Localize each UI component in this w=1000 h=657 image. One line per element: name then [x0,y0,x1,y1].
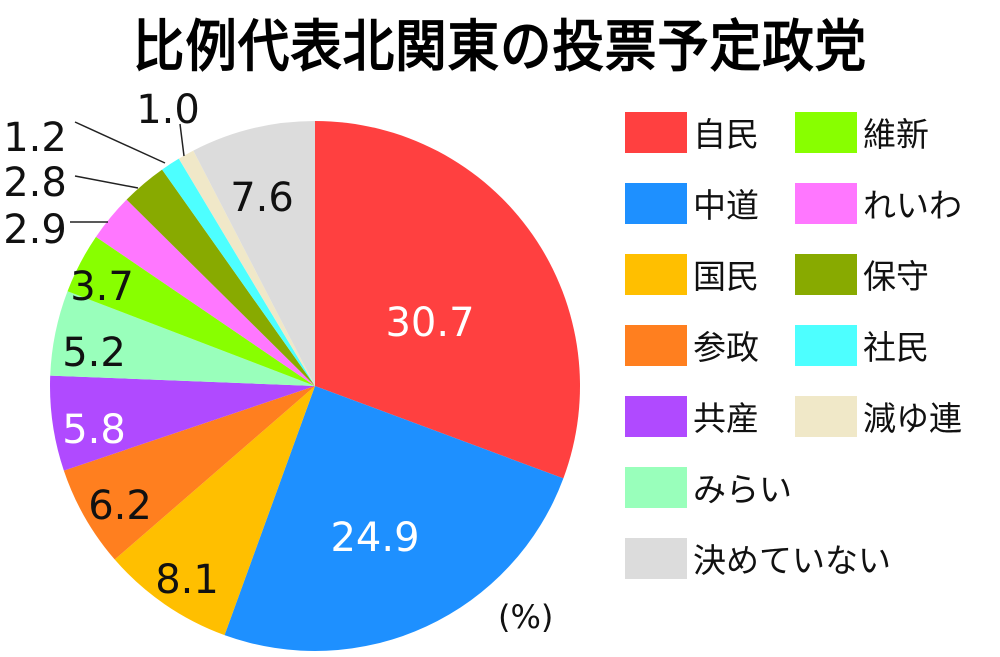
slice-value-label: 30.7 [385,300,474,346]
slice-value-label: 5.2 [62,330,126,376]
legend-swatch [795,253,857,295]
legend-swatch [795,395,857,437]
pie-slice-7 [95,199,315,386]
legend-swatch [625,182,687,224]
callout-lines [70,121,185,223]
legend-item: れいわ [795,181,962,225]
callout-line [179,123,185,157]
pie-slice-8 [126,169,316,386]
pie-slice-10 [178,150,315,386]
callout-value-label: 1.0 [136,87,200,133]
slice-value-label: 3.7 [70,264,134,310]
slice-value-label: 6.2 [88,483,152,529]
legend-label: 維新 [863,115,929,154]
legend-label: れいわ [863,186,962,225]
chart-title: 比例代表北関東の投票予定政党 [132,15,868,80]
slice-value-label: 7.6 [230,175,294,221]
pie-slice-5 [50,291,316,386]
slice-value-label: 5.8 [62,407,126,453]
legend-item: 共産 [625,394,759,438]
legend-swatch [795,324,857,366]
pie-slice-4 [49,375,315,471]
callout-value-label: 1.2 [3,115,67,161]
legend-item: 国民 [625,252,759,296]
callout-value-label: 2.8 [3,160,67,206]
legend-item: 自民 [625,110,759,154]
legend-item: 減ゆ連 [795,394,962,438]
callout-value-label: 2.9 [3,207,67,253]
pie-slice-1 [224,386,564,651]
legend-item: 決めていない [625,536,891,580]
slice-value-label: 8.1 [155,557,219,603]
pie-slice-0 [315,121,580,479]
legend-label: 自民 [693,115,759,154]
legend-item: 社民 [795,323,929,367]
legend-label: 中道 [693,186,759,225]
legend-swatch [625,324,687,366]
legend-item: みらい [625,465,792,509]
legend-label: 参政 [693,328,759,367]
pie-slice-2 [114,386,315,636]
pie-slices [49,121,580,651]
pie-slice-11 [193,121,315,386]
slice-value-label: 24.9 [330,515,419,561]
legend-label: 社民 [863,328,929,367]
pie-slice-3 [63,386,315,560]
legend-swatch [795,182,857,224]
legend-swatch [625,253,687,295]
legend-label: 共産 [693,399,759,438]
legend-label: みらい [693,470,792,509]
legend-swatch [625,466,687,508]
pie-slice-6 [67,236,315,386]
legend-item: 中道 [625,181,759,225]
legend-item: 維新 [795,110,929,154]
legend-label: 保守 [863,257,929,296]
legend-label: 減ゆ連 [863,399,962,438]
legend-label: 決めていない [693,541,891,580]
callout-line [74,175,139,189]
legend-item: 参政 [625,323,759,367]
legend-swatch [625,111,687,153]
slice-value-labels: 30.7 24.9 8.16.2 5.8 5.2 3.7 7.6 2.92.81.2 1.0 [3,87,474,603]
pie-slice-9 [162,158,315,386]
callout-line [74,121,166,164]
legend-label: 国民 [693,257,759,296]
legend-swatch [625,395,687,437]
legend-swatch [795,111,857,153]
legend-swatch [625,537,687,579]
legend-item: 保守 [795,252,929,296]
unit-note: (%) [498,598,554,636]
